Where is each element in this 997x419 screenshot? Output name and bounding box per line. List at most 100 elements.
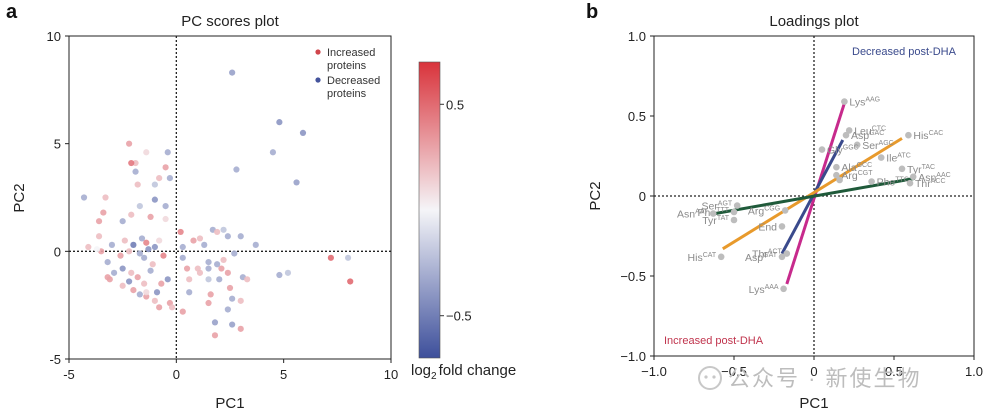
score-point — [110, 269, 118, 276]
legend-marker-increased — [315, 49, 321, 55]
loading-point — [781, 207, 789, 214]
y-tick-label: 5 — [54, 137, 61, 152]
y-tick-label: 1.0 — [628, 29, 646, 44]
x-tick-label: 0 — [173, 367, 180, 382]
score-point — [128, 269, 135, 276]
score-point — [132, 159, 139, 167]
score-point — [211, 332, 219, 339]
loading-point — [733, 202, 741, 209]
score-point — [166, 175, 173, 182]
score-point — [136, 203, 143, 210]
score-point — [269, 149, 277, 156]
loading-point — [730, 208, 738, 216]
x-tick-label: 10 — [384, 367, 398, 382]
legend-label-decreased: Decreased proteins — [327, 75, 383, 100]
annotation-decreased-post-dha: Decreased post-DHA — [852, 46, 957, 58]
score-point — [102, 194, 109, 201]
score-point — [179, 308, 186, 315]
score-point — [276, 119, 283, 126]
score-point — [143, 289, 150, 296]
loading-point — [730, 216, 738, 224]
x-tick-label: 1.0 — [965, 364, 983, 379]
loading-line-asn — [722, 137, 903, 251]
panel-b-title: Loadings plot — [769, 13, 859, 30]
score-point — [293, 179, 300, 186]
score-point — [117, 252, 124, 259]
score-point — [224, 233, 231, 240]
score-point — [226, 284, 234, 292]
score-point — [126, 140, 133, 147]
loading-label: PheTTC — [877, 177, 909, 189]
x-tick-label: 0 — [810, 364, 817, 379]
score-point — [231, 250, 238, 257]
loading-point — [778, 223, 786, 230]
score-point — [220, 256, 227, 264]
loading-label: AsnAAT — [677, 209, 709, 221]
legend-marker-decreased — [315, 77, 321, 83]
panel-b: b Loadings plot −1.0 −0.5 0 0.5 1.0 −1.0 −0.5 0… — [586, 1, 983, 412]
score-point — [168, 304, 176, 311]
colorbar: 0.5 −0.5 log2 fold change — [411, 61, 516, 382]
score-point — [164, 149, 171, 156]
panel-b-x-axis-label: PC1 — [799, 395, 828, 412]
loading-point — [842, 131, 850, 139]
loading-label: LysAAG — [849, 97, 880, 109]
colorbar-gradient — [418, 61, 441, 359]
score-point — [237, 325, 244, 332]
score-point — [93, 246, 101, 253]
loading-label: ArgCGG — [748, 205, 780, 217]
score-point — [233, 166, 240, 173]
loading-label: LysAAA — [749, 284, 779, 296]
score-point — [143, 239, 150, 246]
score-point — [119, 218, 126, 225]
score-point — [214, 261, 221, 268]
score-point — [130, 241, 137, 248]
x-tick-label: −1.0 — [641, 364, 667, 379]
panel-a-legend: Increased proteins Decreased proteins — [315, 47, 383, 100]
x-tick-label: -5 — [63, 367, 75, 382]
panel-letter-a: a — [6, 1, 18, 23]
watermark: 公众号 · 新使生物 — [698, 366, 920, 391]
score-point — [252, 241, 259, 248]
loading-label: TyrTAT — [702, 215, 729, 227]
x-tick-label: 0.5 — [885, 364, 903, 379]
score-point — [156, 237, 163, 244]
y-tick-label: 0 — [54, 244, 61, 259]
score-point — [214, 228, 221, 236]
loading-label: End — [758, 221, 777, 233]
loading-point — [841, 98, 848, 105]
loading-point — [778, 253, 786, 261]
loading-point — [833, 171, 840, 179]
loading-point — [909, 173, 917, 181]
loading-label: AsnAAC — [918, 172, 951, 184]
colorbar-tick-label: 0.5 — [446, 97, 464, 112]
panel-b-loading-lines — [714, 102, 916, 285]
colorbar-ticks: 0.5 −0.5 — [440, 97, 472, 324]
score-point — [126, 248, 133, 255]
loading-label: HisCAC — [913, 130, 943, 142]
score-point — [162, 203, 169, 210]
loading-point — [818, 146, 826, 153]
loading-point — [905, 131, 912, 139]
loading-label: ArgCGT — [841, 170, 873, 182]
score-point — [224, 306, 231, 313]
score-point — [179, 243, 186, 251]
score-point — [147, 213, 154, 220]
score-point — [190, 237, 197, 244]
loading-point — [836, 176, 843, 184]
loading-label: TyrTAC — [907, 164, 935, 176]
score-point — [205, 276, 212, 283]
wechat-icon-eye-left — [704, 375, 708, 379]
score-point — [149, 261, 156, 268]
score-point — [95, 218, 103, 225]
wechat-icon — [698, 366, 722, 390]
panel-a-ticks: -5 0 5 10 -5 0 5 10 — [47, 29, 399, 382]
score-point — [216, 276, 223, 283]
loading-point — [845, 127, 853, 134]
score-point — [162, 164, 169, 171]
score-point — [162, 215, 169, 223]
score-point — [205, 259, 212, 266]
score-point — [136, 250, 143, 257]
